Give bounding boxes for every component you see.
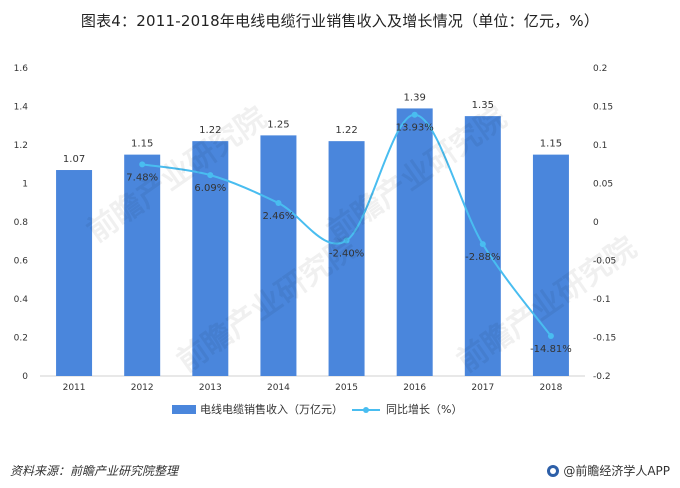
growth-value-label: 2.46% bbox=[263, 211, 295, 222]
y-tick-label: 0.4 bbox=[14, 295, 29, 305]
x-tick-label: 2014 bbox=[267, 383, 290, 393]
growth-value-label: -14.81% bbox=[530, 344, 572, 355]
y2-tick-label: -0.2 bbox=[593, 372, 611, 382]
legend-line-marker bbox=[363, 407, 369, 413]
y2-tick-label: 0.2 bbox=[593, 64, 607, 74]
bar-value-label: 1.39 bbox=[404, 92, 426, 103]
y2-tick-label: 0 bbox=[593, 218, 599, 228]
bar-value-label: 1.25 bbox=[267, 119, 289, 130]
growth-point bbox=[547, 333, 554, 340]
bar-value-label: 1.15 bbox=[131, 139, 153, 150]
growth-point bbox=[207, 172, 214, 179]
chart-title: 图表4：2011-2018年电线电缆行业销售收入及增长情况（单位：亿元，%） bbox=[80, 12, 600, 30]
legend-line-label: 同比增长（%） bbox=[386, 402, 462, 416]
growth-point bbox=[275, 200, 282, 207]
y-tick-label: 1 bbox=[22, 180, 28, 190]
y2-tick-label: 0.05 bbox=[593, 180, 613, 190]
bar bbox=[56, 170, 93, 376]
bar bbox=[260, 135, 297, 376]
x-tick-label: 2016 bbox=[403, 383, 426, 393]
x-tick-label: 2017 bbox=[471, 383, 494, 393]
x-tick-label: 2013 bbox=[199, 383, 222, 393]
y-tick-label: 0 bbox=[22, 372, 28, 382]
y2-tick-label: 0.1 bbox=[593, 141, 607, 151]
y2-tick-label: 0.15 bbox=[593, 103, 613, 113]
growth-point bbox=[343, 237, 350, 244]
source-note: 资料来源：前瞻产业研究院整理 bbox=[10, 464, 179, 478]
bar-value-label: 1.22 bbox=[335, 125, 357, 136]
y-tick-label: 0.8 bbox=[14, 218, 29, 228]
y2-tick-label: -0.05 bbox=[593, 257, 616, 267]
growth-value-label: -2.40% bbox=[329, 248, 364, 259]
bar-value-label: 1.22 bbox=[199, 125, 221, 136]
growth-value-label: -2.88% bbox=[465, 252, 500, 263]
growth-value-label: 13.93% bbox=[396, 123, 434, 134]
x-tick-label: 2011 bbox=[63, 383, 86, 393]
growth-point bbox=[411, 111, 418, 118]
growth-value-label: 6.09% bbox=[194, 183, 226, 194]
growth-value-label: 7.48% bbox=[126, 172, 158, 183]
legend-bar-swatch bbox=[172, 405, 196, 414]
bar-value-label: 1.07 bbox=[63, 154, 85, 165]
brand-label: @前瞻经济学人APP bbox=[563, 464, 670, 478]
bar bbox=[396, 108, 433, 377]
y-tick-label: 0.2 bbox=[14, 334, 28, 344]
brand-credit: @前瞻经济学人APP bbox=[547, 462, 670, 479]
bar-value-label: 1.35 bbox=[472, 100, 494, 111]
y-tick-label: 1.6 bbox=[14, 64, 29, 74]
y2-tick-label: -0.1 bbox=[593, 295, 611, 305]
y-tick-label: 1.4 bbox=[14, 103, 29, 113]
bar bbox=[124, 154, 161, 376]
y2-tick-label: -0.15 bbox=[593, 334, 616, 344]
y-tick-label: 0.6 bbox=[14, 257, 29, 267]
brand-logo-icon bbox=[547, 464, 560, 477]
bar bbox=[192, 141, 229, 376]
growth-point bbox=[479, 241, 486, 248]
x-tick-label: 2018 bbox=[539, 383, 562, 393]
bar bbox=[532, 154, 569, 376]
y-tick-label: 1.2 bbox=[14, 141, 28, 151]
growth-point bbox=[139, 161, 146, 168]
bar-value-label: 1.15 bbox=[540, 139, 562, 150]
bar bbox=[328, 141, 365, 376]
legend-bar-label: 电线电缆销售收入（万亿元） bbox=[200, 402, 343, 416]
x-tick-label: 2012 bbox=[131, 383, 154, 393]
x-tick-label: 2015 bbox=[335, 383, 358, 393]
